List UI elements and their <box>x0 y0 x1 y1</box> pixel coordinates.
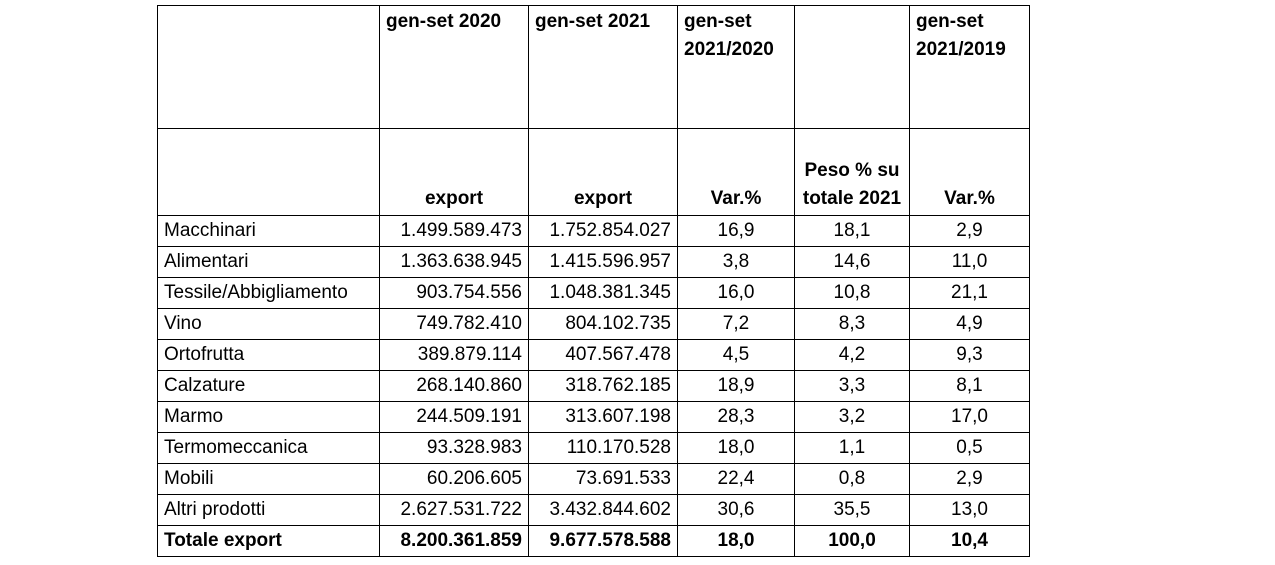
cell-export-2020: 60.206.605 <box>379 463 529 495</box>
cell-var-2021-2019: 4,9 <box>909 308 1030 340</box>
header-gen-set-2021-2019: gen-set 2021/2019 <box>909 5 1030 129</box>
table-row: Macchinari 1.499.589.473 1.752.854.027 16,9… <box>157 215 1030 247</box>
header-gen-set-2020: gen-set 2020 <box>379 5 529 129</box>
cell-peso: 10,8 <box>794 277 910 309</box>
cell-export-2021: 3.432.844.602 <box>528 494 678 526</box>
cell-var-2021-2020: 22,4 <box>677 463 795 495</box>
cell-export-2021: 1.415.596.957 <box>528 246 678 278</box>
cell-var-2021-2019: 2,9 <box>909 215 1030 247</box>
header-export-2021: export <box>528 128 678 216</box>
cell-var-2021-2020: 3,8 <box>677 246 795 278</box>
cell-peso: 35,5 <box>794 494 910 526</box>
cell-export-2020: 1.499.589.473 <box>379 215 529 247</box>
header-cell-empty-2 <box>794 5 910 129</box>
cell-peso: 18,1 <box>794 215 910 247</box>
row-label: Marmo <box>157 401 380 433</box>
cell-peso: 100,0 <box>794 525 910 557</box>
header-row-period: gen-set 2020 gen-set 2021 gen-set 2021/2… <box>157 5 1030 129</box>
cell-var-2021-2019: 10,4 <box>909 525 1030 557</box>
header-cell-empty-3 <box>157 128 380 216</box>
cell-export-2021: 73.691.533 <box>528 463 678 495</box>
cell-export-2020: 2.627.531.722 <box>379 494 529 526</box>
cell-var-2021-2019: 0,5 <box>909 432 1030 464</box>
cell-peso: 0,8 <box>794 463 910 495</box>
cell-var-2021-2020: 28,3 <box>677 401 795 433</box>
row-label: Totale export <box>157 525 380 557</box>
row-label: Altri prodotti <box>157 494 380 526</box>
cell-peso: 3,2 <box>794 401 910 433</box>
header-peso-totale: Peso % su totale 2021 <box>794 128 910 216</box>
cell-export-2021: 110.170.528 <box>528 432 678 464</box>
cell-export-2021: 1.048.381.345 <box>528 277 678 309</box>
cell-var-2021-2020: 4,5 <box>677 339 795 371</box>
cell-export-2020: 903.754.556 <box>379 277 529 309</box>
cell-var-2021-2020: 30,6 <box>677 494 795 526</box>
cell-peso: 3,3 <box>794 370 910 402</box>
cell-export-2020: 93.328.983 <box>379 432 529 464</box>
header-gen-set-2021-2020: gen-set 2021/2020 <box>677 5 795 129</box>
cell-export-2020: 268.140.860 <box>379 370 529 402</box>
table-row: Termomeccanica 93.328.983 110.170.528 18,0 1… <box>157 432 1030 464</box>
header-row-measure: export export Var.% Peso % su totale 202… <box>157 128 1030 216</box>
table-row: Ortofrutta 389.879.114 407.567.478 4,5 4,2 9,… <box>157 339 1030 371</box>
cell-export-2021: 313.607.198 <box>528 401 678 433</box>
row-label: Tessile/Abbigliamento <box>157 277 380 309</box>
cell-export-2021: 9.677.578.588 <box>528 525 678 557</box>
header-gen-set-2021: gen-set 2021 <box>528 5 678 129</box>
row-label: Vino <box>157 308 380 340</box>
table-row: Mobili 60.206.605 73.691.533 22,4 0,8 2,9 <box>157 463 1030 495</box>
header-var-2021-2019: Var.% <box>909 128 1030 216</box>
cell-export-2020: 244.509.191 <box>379 401 529 433</box>
cell-export-2020: 8.200.361.859 <box>379 525 529 557</box>
table-row: Calzature 268.140.860 318.762.185 18,9 3,3 8,… <box>157 370 1030 402</box>
cell-export-2020: 749.782.410 <box>379 308 529 340</box>
row-label: Macchinari <box>157 215 380 247</box>
cell-export-2021: 1.752.854.027 <box>528 215 678 247</box>
cell-peso: 1,1 <box>794 432 910 464</box>
header-export-2020: export <box>379 128 529 216</box>
row-label: Termomeccanica <box>157 432 380 464</box>
cell-var-2021-2020: 18,0 <box>677 432 795 464</box>
export-table: gen-set 2020 gen-set 2021 gen-set 2021/2… <box>157 5 1030 557</box>
cell-var-2021-2019: 13,0 <box>909 494 1030 526</box>
cell-var-2021-2019: 21,1 <box>909 277 1030 309</box>
cell-var-2021-2019: 2,9 <box>909 463 1030 495</box>
table-row: Marmo 244.509.191 313.607.198 28,3 3,2 17,0 <box>157 401 1030 433</box>
cell-var-2021-2019: 9,3 <box>909 339 1030 371</box>
cell-peso: 14,6 <box>794 246 910 278</box>
cell-peso: 4,2 <box>794 339 910 371</box>
cell-export-2020: 1.363.638.945 <box>379 246 529 278</box>
row-label: Calzature <box>157 370 380 402</box>
cell-var-2021-2020: 7,2 <box>677 308 795 340</box>
cell-var-2021-2020: 16,9 <box>677 215 795 247</box>
cell-peso: 8,3 <box>794 308 910 340</box>
row-label: Alimentari <box>157 246 380 278</box>
cell-export-2021: 407.567.478 <box>528 339 678 371</box>
table-row: Alimentari 1.363.638.945 1.415.596.957 3,8 1… <box>157 246 1030 278</box>
cell-export-2021: 318.762.185 <box>528 370 678 402</box>
row-label: Ortofrutta <box>157 339 380 371</box>
row-label: Mobili <box>157 463 380 495</box>
header-cell-empty <box>157 5 380 129</box>
table-row-total: Totale export 8.200.361.859 9.677.578.58… <box>157 525 1030 557</box>
cell-var-2021-2020: 18,9 <box>677 370 795 402</box>
header-var-2021-2020: Var.% <box>677 128 795 216</box>
table-row: Vino 749.782.410 804.102.735 7,2 8,3 4,9 <box>157 308 1030 340</box>
cell-var-2021-2020: 18,0 <box>677 525 795 557</box>
cell-var-2021-2019: 11,0 <box>909 246 1030 278</box>
cell-var-2021-2020: 16,0 <box>677 277 795 309</box>
cell-export-2020: 389.879.114 <box>379 339 529 371</box>
cell-var-2021-2019: 17,0 <box>909 401 1030 433</box>
cell-export-2021: 804.102.735 <box>528 308 678 340</box>
cell-var-2021-2019: 8,1 <box>909 370 1030 402</box>
table-row: Altri prodotti 2.627.531.722 3.432.844.602… <box>157 494 1030 526</box>
table-row: Tessile/Abbigliamento 903.754.556 1.048.38… <box>157 277 1030 309</box>
